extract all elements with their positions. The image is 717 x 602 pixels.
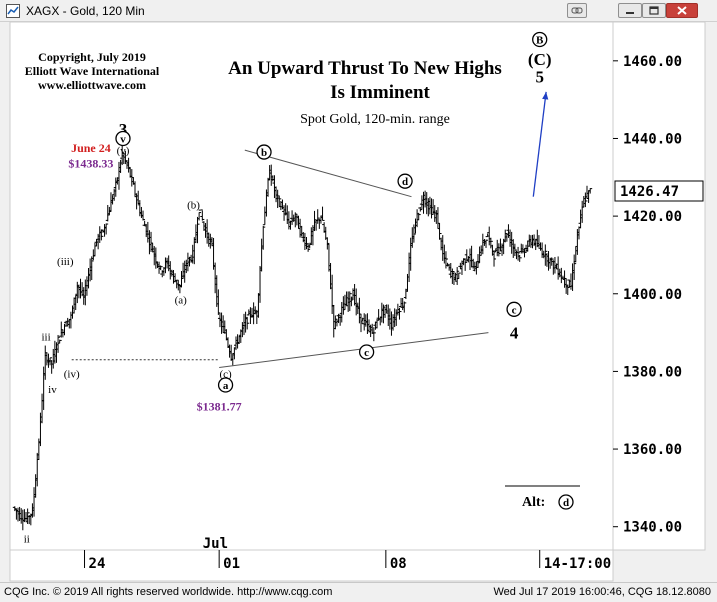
trendline	[219, 332, 489, 369]
y-tick-label: 1360.00	[623, 442, 682, 458]
y-tick-label: 1460.00	[623, 54, 682, 70]
last-price-label: 1426.47	[620, 184, 679, 200]
x-tick-label: 14-17:00	[544, 556, 611, 572]
trendline	[244, 149, 412, 198]
alt-circle-label: d	[563, 497, 569, 509]
last-price-box	[614, 180, 704, 202]
wave-label: 5	[535, 67, 544, 86]
wave-label: ii	[24, 533, 30, 545]
wave-label: (b)	[187, 199, 200, 211]
close-button[interactable]	[666, 3, 698, 18]
title-bar: XAGX - Gold, 120 Min	[0, 0, 717, 22]
wave-label: (c)	[219, 368, 232, 380]
wave-label: 4	[510, 324, 519, 343]
close-icon	[677, 6, 687, 15]
wave-label: c	[512, 304, 517, 316]
copyright-line-1: Copyright, July 2019	[38, 50, 146, 64]
price-label: $1381.77	[197, 399, 242, 413]
y-tick-label: 1380.00	[623, 364, 682, 380]
alt-circle	[558, 494, 574, 510]
wave-label: iii	[41, 331, 50, 343]
maximize-icon	[649, 6, 659, 15]
wave-label: (C)	[528, 50, 552, 69]
wave-label: v	[120, 133, 126, 145]
projection-arrow-head	[542, 91, 549, 100]
wave-label: (v)	[117, 145, 130, 157]
date-label: June 24	[71, 141, 111, 155]
wave-label: c	[364, 347, 369, 359]
wave-label: d	[402, 176, 408, 188]
wave-circle	[532, 31, 548, 48]
chart-app-icon	[6, 4, 20, 18]
x-tick-label: 01	[223, 556, 240, 572]
chart-title: An Upward Thrust To New Highs	[228, 58, 502, 79]
x-tick-label: 08	[390, 556, 407, 572]
wave-label: (a)	[175, 295, 188, 307]
link-icon	[571, 7, 583, 14]
minimize-button[interactable]	[618, 3, 642, 18]
footer-timestamp: Wed Jul 17 2019 16:00:46, CQG 18.12.8080	[493, 586, 711, 598]
y-tick-label: 1340.00	[623, 520, 682, 536]
copyright-line-2: Elliott Wave International	[25, 64, 160, 78]
y-tick-label: 1400.00	[623, 287, 682, 303]
x-tick-label: 24	[89, 556, 106, 572]
chart-title-line-2: Is Imminent	[330, 82, 430, 103]
window-title: XAGX - Gold, 120 Min	[26, 4, 145, 18]
footer-copyright: CQG Inc. © 2019 All rights reserved worl…	[4, 586, 333, 598]
copyright-line-3: www.elliottwave.com	[38, 78, 146, 92]
y-tick-label: 1440.00	[623, 131, 682, 147]
plot-area	[9, 21, 614, 551]
wave-label: a	[223, 380, 229, 392]
maximize-button[interactable]	[642, 3, 666, 18]
projection-arrow	[532, 91, 547, 197]
wave-label: 3	[119, 120, 128, 139]
wave-label: (iii)	[57, 256, 74, 268]
y-tick-label: 1420.00	[623, 209, 682, 225]
chart-subtitle: Spot Gold, 120-min. range	[300, 112, 450, 127]
x-month-label: Jul	[203, 536, 228, 552]
link-button[interactable]	[567, 3, 587, 18]
time-axis-area	[9, 549, 614, 582]
status-bar: CQG Inc. © 2019 All rights reserved worl…	[0, 582, 717, 602]
wave-circle	[115, 130, 131, 147]
wave-circle	[358, 344, 375, 360]
wave-circle	[217, 377, 234, 393]
price-label: $1438.33	[68, 157, 113, 171]
alt-label: Alt:	[522, 495, 545, 510]
wave-label: B	[536, 34, 544, 46]
minimize-icon	[626, 12, 634, 14]
price-chart: 3v(v) June 24 $1438.33 (iii) iii (iv) iv ii (b) (…	[9, 21, 706, 582]
wave-circle	[397, 173, 413, 189]
wave-circle	[506, 301, 522, 317]
wave-label: (iv)	[64, 368, 80, 380]
price-axis-area	[612, 21, 706, 551]
wave-label: b	[261, 147, 267, 159]
wave-circle	[256, 144, 272, 160]
wave-label: iv	[48, 384, 57, 396]
